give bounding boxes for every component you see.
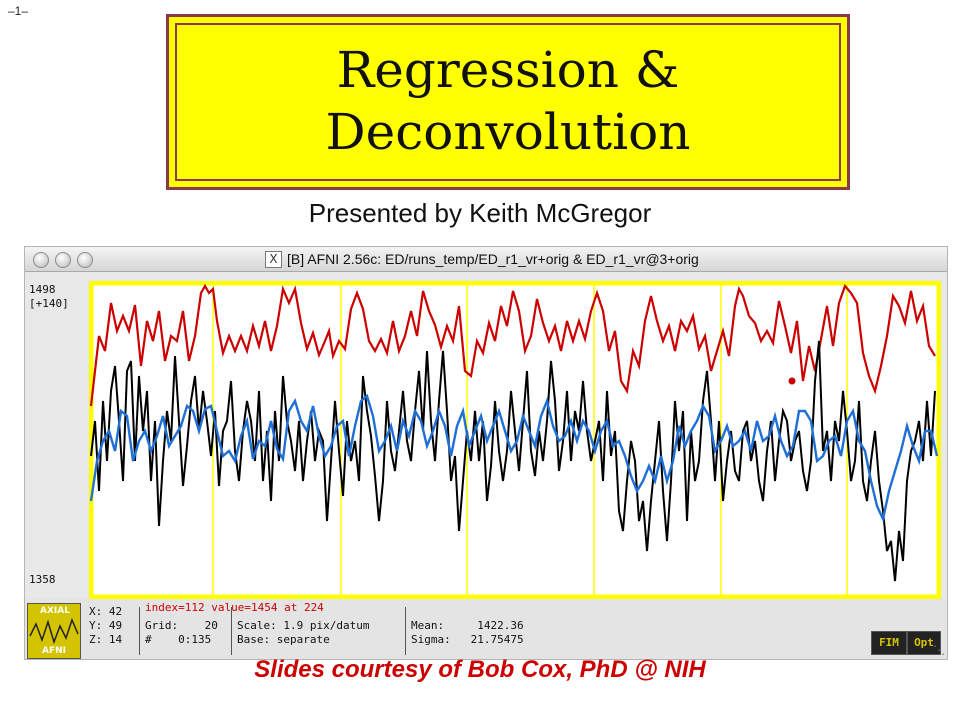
title-line-2: Deconvolution xyxy=(325,103,691,161)
x-coordinate: X: 42 xyxy=(89,605,123,618)
window-title: [B] AFNI 2.56c: ED/runs_temp/ED_r1_vr+or… xyxy=(287,251,699,267)
opt-button[interactable]: Opt xyxy=(907,631,941,655)
index-value-readout: index=112 value=1454 at 224 xyxy=(145,601,324,614)
sigma-readout: Sigma: 21.75475 xyxy=(411,633,524,646)
axial-thumbnail[interactable]: AXIAL AFNI xyxy=(27,603,81,659)
x11-icon: X xyxy=(265,251,282,268)
blue-series-line xyxy=(89,393,939,523)
range-readout: # 0:135 xyxy=(145,633,212,646)
thumbnail-top-label: AXIAL xyxy=(40,606,70,616)
mean-readout: Mean: 1422.36 xyxy=(411,619,524,632)
title-line-1: Regression & xyxy=(336,41,680,99)
afni-window: X [B] AFNI 2.56c: ED/runs_temp/ED_r1_vr+… xyxy=(24,246,948,660)
status-separator xyxy=(139,607,140,655)
red-series-line xyxy=(89,283,936,407)
presenter-line: Presented by Keith McGregor xyxy=(308,198,652,228)
grid-readout: Grid: 20 xyxy=(145,619,218,632)
zoom-window-button[interactable] xyxy=(77,252,93,268)
y-coordinate: Y: 49 xyxy=(89,619,123,632)
graph-frame xyxy=(89,281,941,599)
status-separator xyxy=(231,607,232,655)
z-coordinate: Z: 14 xyxy=(89,633,123,646)
window-titlebar[interactable]: X [B] AFNI 2.56c: ED/runs_temp/ED_r1_vr+… xyxy=(25,247,947,272)
title-box: Regression & Deconvolution xyxy=(166,14,850,190)
close-window-button[interactable] xyxy=(33,252,49,268)
slide-title: Regression & Deconvolution xyxy=(169,39,847,163)
y-top-label: 1498 xyxy=(29,283,56,296)
minimize-window-button[interactable] xyxy=(55,252,71,268)
title-inner-border xyxy=(175,23,841,181)
y-bottom-label: 1358 xyxy=(29,573,56,586)
thumbnail-bottom-label: AFNI xyxy=(42,646,66,656)
y-range-label: [+140] xyxy=(29,297,69,310)
page-number: –1– xyxy=(8,4,29,18)
fim-button[interactable]: FIM xyxy=(871,631,907,655)
thumbnail-wave xyxy=(29,617,79,645)
thumbnail-wave-icon xyxy=(29,617,79,645)
status-separator xyxy=(405,607,406,655)
resize-grip-icon[interactable]: ⋱ xyxy=(933,643,945,657)
current-point-marker xyxy=(788,377,796,385)
status-panel: AXIAL AFNI X: 42 Y: 49 Z: 14 index=112 v… xyxy=(25,599,947,659)
timeseries-graph[interactable] xyxy=(89,281,941,599)
base-readout: Base: separate xyxy=(237,633,330,646)
credits-line: Slides courtesy of Bob Cox, PhD @ NIH xyxy=(254,656,706,683)
scale-readout: Scale: 1.9 pix/datum xyxy=(237,619,370,632)
